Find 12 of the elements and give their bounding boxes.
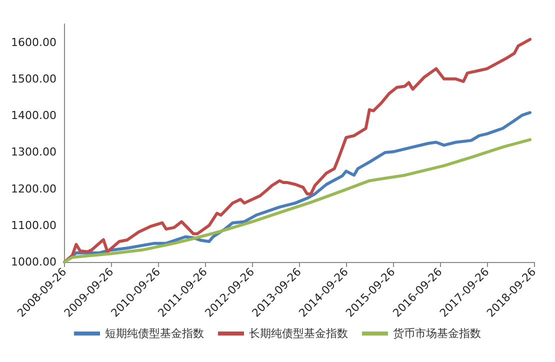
line-series xyxy=(62,38,532,264)
y-tick-label: 1400.00 xyxy=(10,109,56,122)
y-tick-label: 1100.00 xyxy=(10,218,56,232)
line-series xyxy=(62,138,532,264)
legend-label: 货币市场基金指数 xyxy=(393,327,481,340)
legend-label: 短期纯债型基金指数 xyxy=(105,327,204,340)
y-tick-label: 1600.00 xyxy=(10,36,56,49)
y-tick-label: 1000.00 xyxy=(10,256,56,268)
legend-label: 长期纯债型基金指数 xyxy=(249,327,348,340)
y-tick-label: 1200.00 xyxy=(10,182,56,196)
y-tick-label: 1300.00 xyxy=(10,146,56,159)
y-tick-label: 1500.00 xyxy=(10,72,56,86)
